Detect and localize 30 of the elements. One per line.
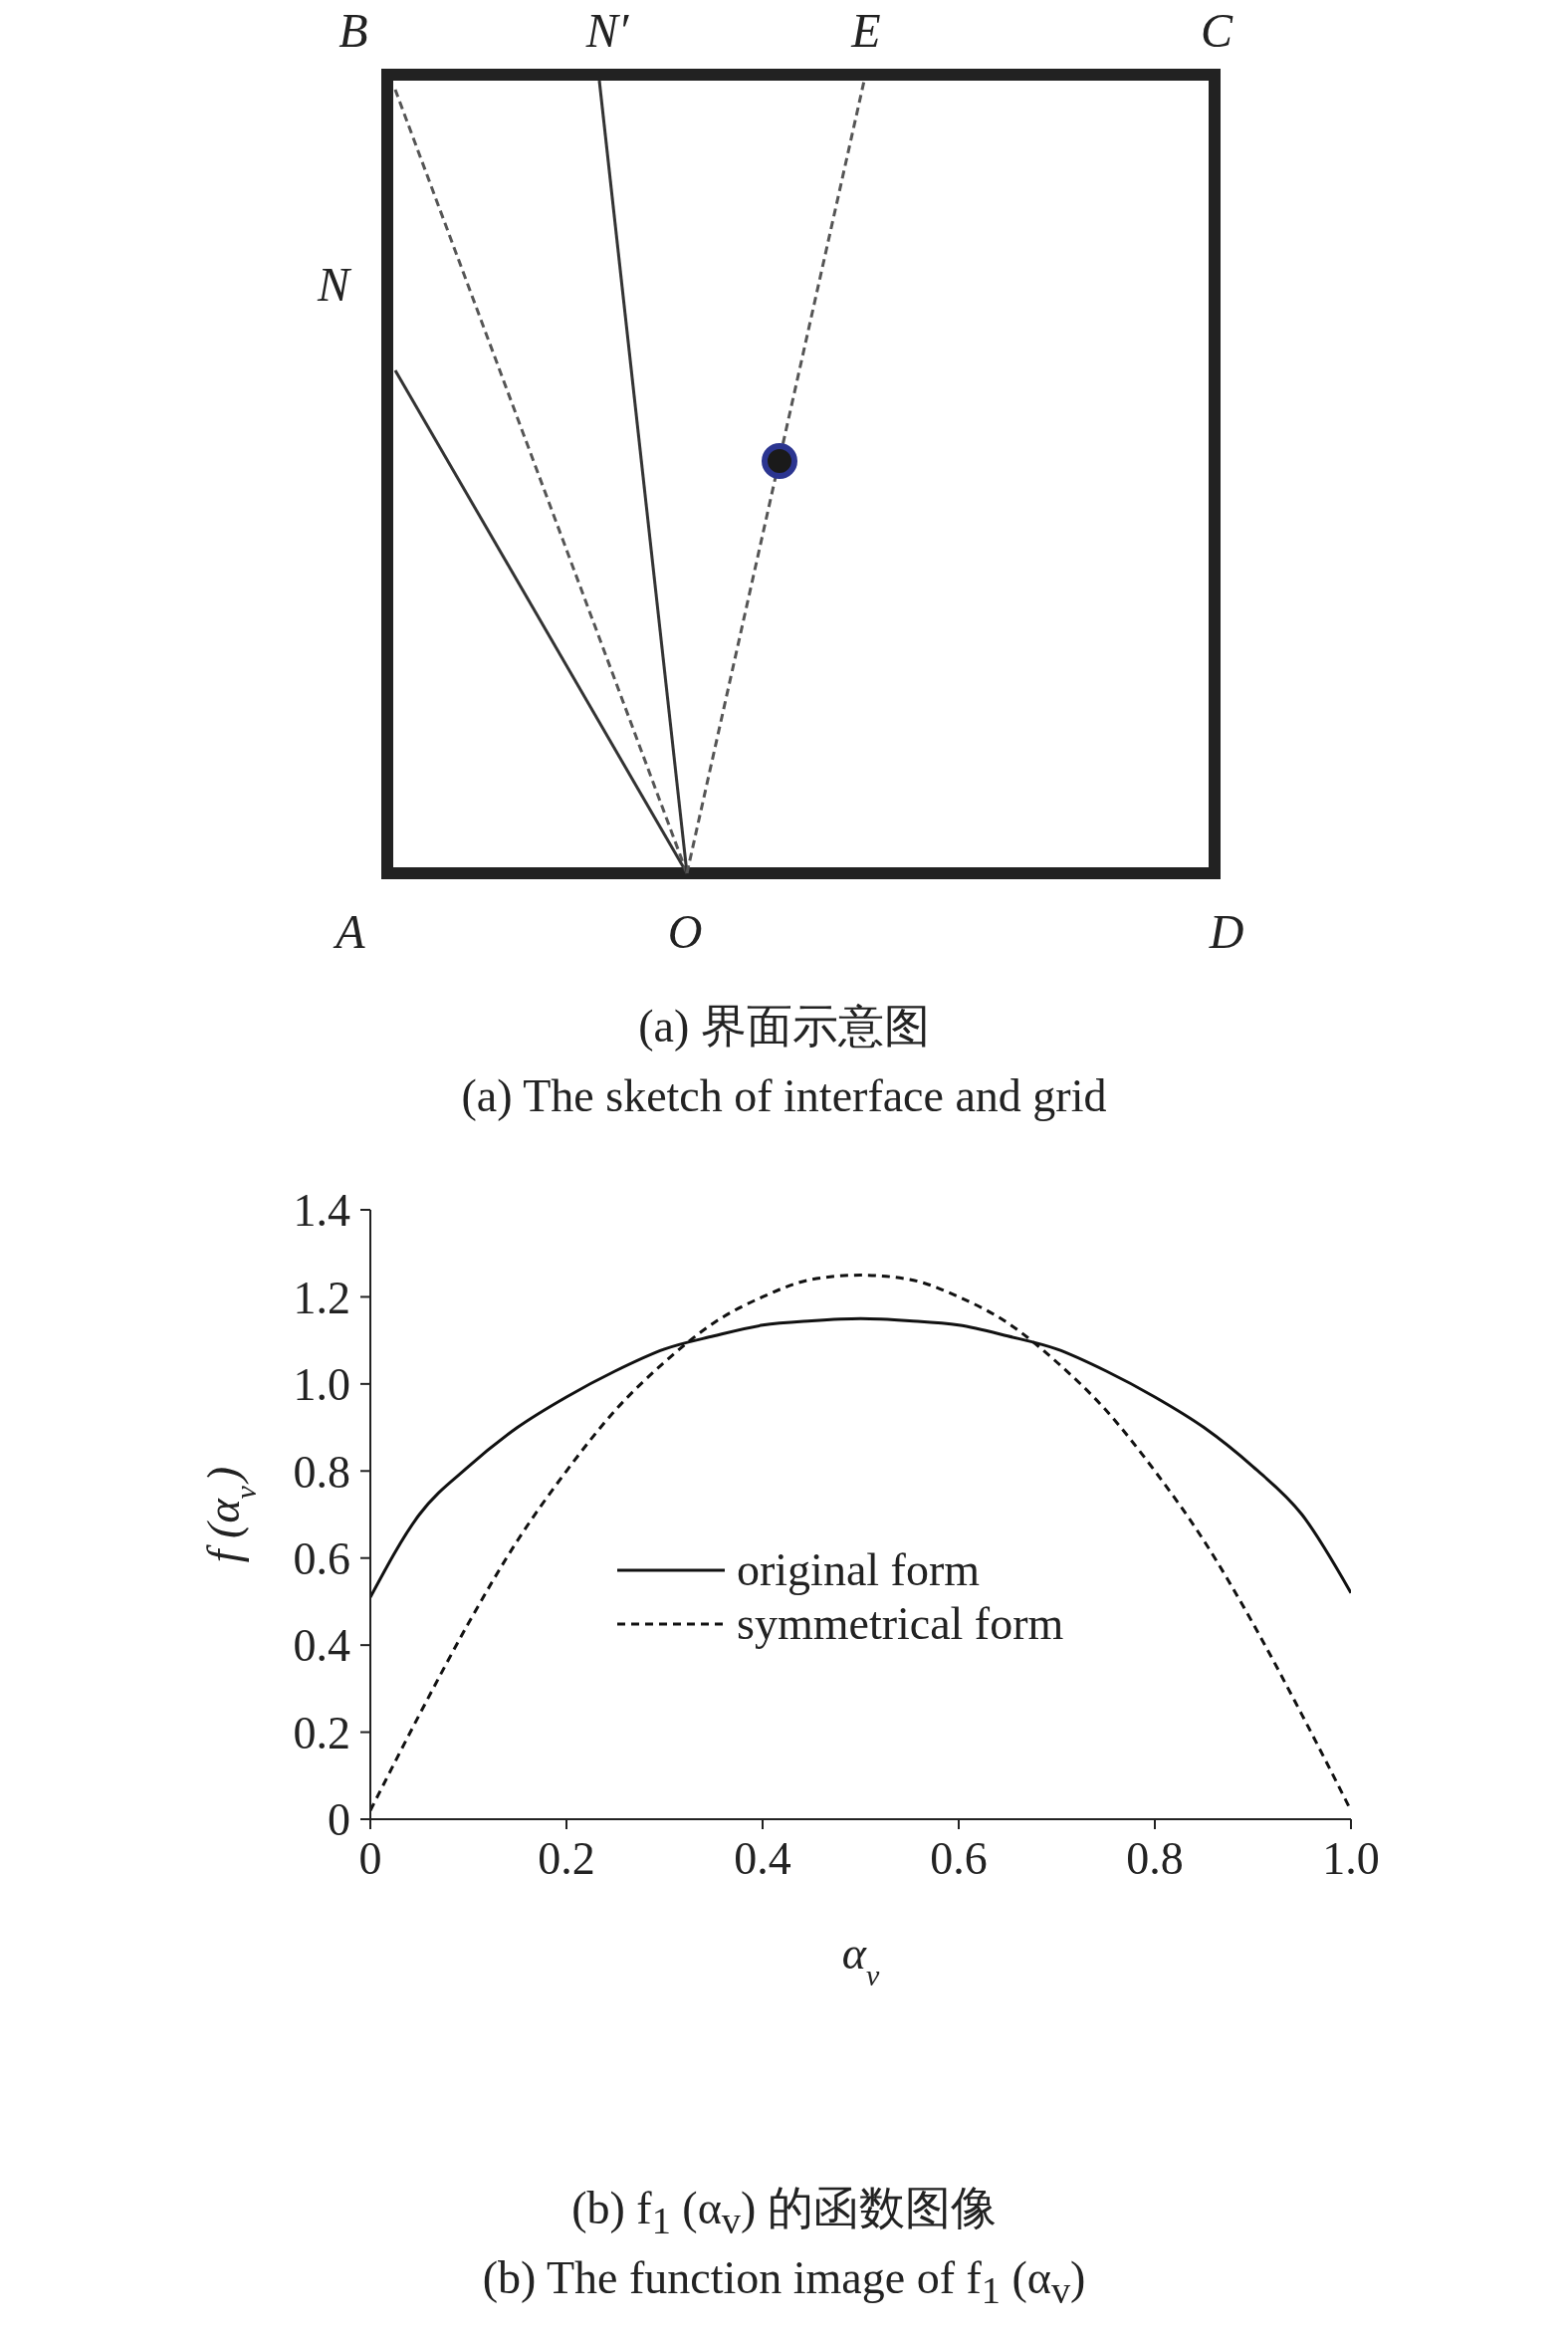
y-tick-label: 1.2: [293, 1272, 350, 1323]
text: (a) The sketch of interface and grid: [460, 1069, 1108, 1123]
y-tick-label: 1.0: [293, 1359, 350, 1411]
text: A: [333, 904, 366, 958]
text: O: [667, 904, 703, 958]
x-tick-label: 0.6: [930, 1832, 988, 1884]
legend-label: original form: [737, 1543, 980, 1597]
y-tick-label: 1.4: [293, 1185, 350, 1237]
y-tick-label: 0: [328, 1794, 350, 1846]
x-tick-label: 1.0: [1322, 1832, 1380, 1884]
y-tick-label: 0.2: [293, 1707, 350, 1758]
x-tick-label: 0.2: [538, 1832, 595, 1884]
x-tick-label: 0: [358, 1832, 382, 1884]
text: (a) 界面示意图: [637, 1000, 931, 1053]
line-series: [370, 1274, 1351, 1812]
y-tick-label: 0.8: [293, 1446, 350, 1498]
text: N: [316, 257, 352, 311]
legend-label: symmetrical form: [737, 1597, 1064, 1651]
text: N′: [584, 3, 630, 57]
x-tick-label: 0.8: [1126, 1832, 1184, 1884]
text: B: [338, 3, 368, 57]
text: C: [1200, 3, 1233, 57]
x-axis-title: α$_{v}$: [841, 1928, 880, 1991]
y-tick-label: 0.6: [293, 1533, 350, 1585]
text: (b) f$_{1}$ (α$_{v}$) 的函数图像: [570, 2182, 998, 2244]
y-tick-label: 0.4: [293, 1620, 350, 1672]
x-tick-label: 0.4: [734, 1832, 791, 1884]
text: E: [850, 3, 881, 57]
text: D: [1208, 904, 1244, 958]
text: (b) The function image of f$_{1}$ (α$_{v}$): [481, 2251, 1087, 2314]
